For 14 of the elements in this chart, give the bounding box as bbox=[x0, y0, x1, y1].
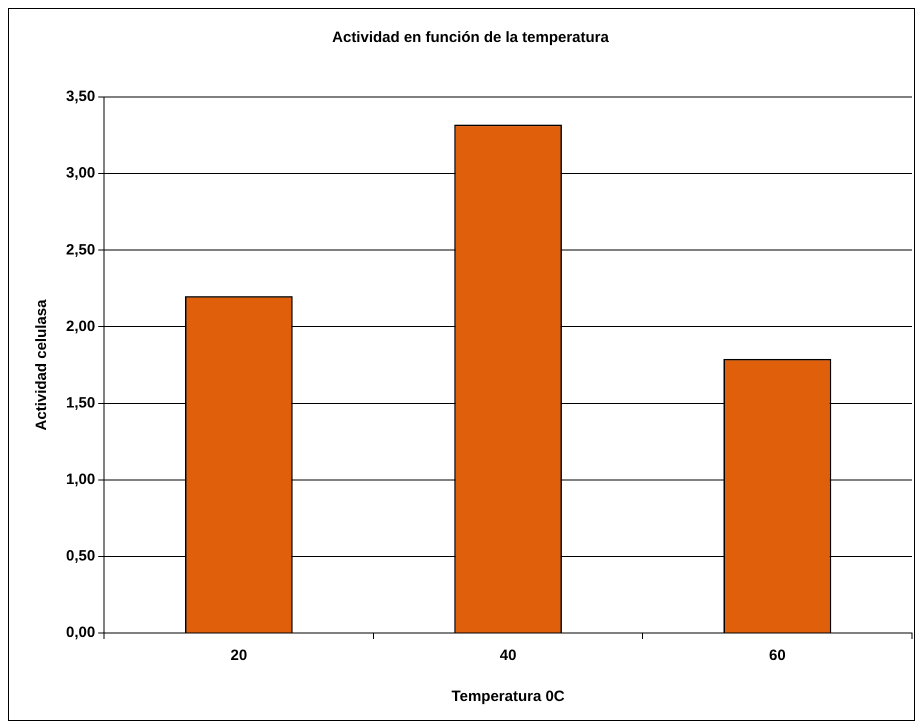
y-tick-label: 1,50 bbox=[66, 394, 96, 412]
y-tick-label: 3,00 bbox=[66, 164, 96, 182]
x-tick-label: 20 bbox=[230, 647, 248, 664]
y-tick-label: 1,00 bbox=[66, 471, 96, 488]
x-axis-title: Temperatura 0C bbox=[452, 688, 565, 706]
x-tick-label: 40 bbox=[500, 647, 516, 664]
y-tick-label: 2,00 bbox=[66, 318, 96, 335]
y-axis-title: Actividad celulasa bbox=[33, 298, 50, 430]
y-tick-label: 3,50 bbox=[66, 88, 96, 106]
x-tick-label: 60 bbox=[769, 647, 786, 664]
y-tick-label: 2,50 bbox=[66, 241, 96, 258]
y-tick-label: 0,50 bbox=[66, 548, 96, 565]
chart-title: Actividad en función de la temperatura bbox=[332, 29, 610, 46]
y-tick-label: 0,00 bbox=[66, 624, 96, 642]
